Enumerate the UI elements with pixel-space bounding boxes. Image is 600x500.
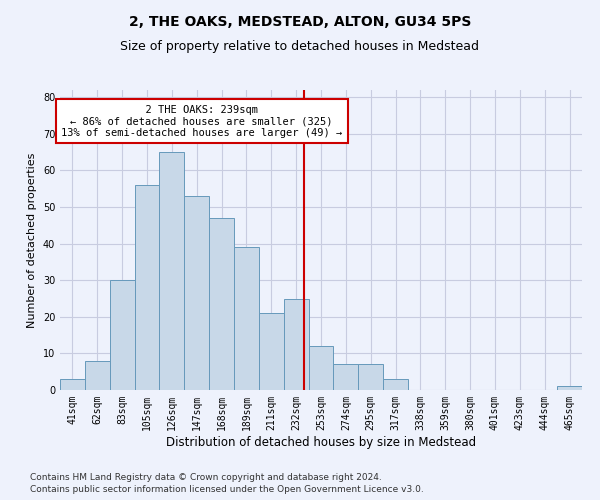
Bar (358, 364, 383, 390)
Bar (234, 248, 259, 390)
Bar (308, 346, 334, 390)
Y-axis label: Number of detached properties: Number of detached properties (27, 152, 37, 328)
Bar (160, 152, 184, 390)
Bar (85, 360, 110, 390)
Bar (284, 298, 308, 390)
Text: Size of property relative to detached houses in Medstead: Size of property relative to detached ho… (121, 40, 479, 53)
Text: 2, THE OAKS, MEDSTEAD, ALTON, GU34 5PS: 2, THE OAKS, MEDSTEAD, ALTON, GU34 5PS (129, 15, 471, 29)
Bar (259, 313, 284, 390)
Bar (184, 196, 209, 390)
Bar (209, 218, 234, 390)
Bar (334, 364, 358, 390)
Bar (134, 185, 160, 390)
Bar (60, 379, 85, 390)
Text: Contains HM Land Registry data © Crown copyright and database right 2024.: Contains HM Land Registry data © Crown c… (30, 474, 382, 482)
Bar (557, 386, 582, 390)
Bar (110, 280, 134, 390)
Text: Contains public sector information licensed under the Open Government Licence v3: Contains public sector information licen… (30, 485, 424, 494)
Bar (383, 379, 408, 390)
Text: 2 THE OAKS: 239sqm  
← 86% of detached houses are smaller (325)
13% of semi-deta: 2 THE OAKS: 239sqm ← 86% of detached hou… (61, 104, 343, 138)
X-axis label: Distribution of detached houses by size in Medstead: Distribution of detached houses by size … (166, 436, 476, 448)
